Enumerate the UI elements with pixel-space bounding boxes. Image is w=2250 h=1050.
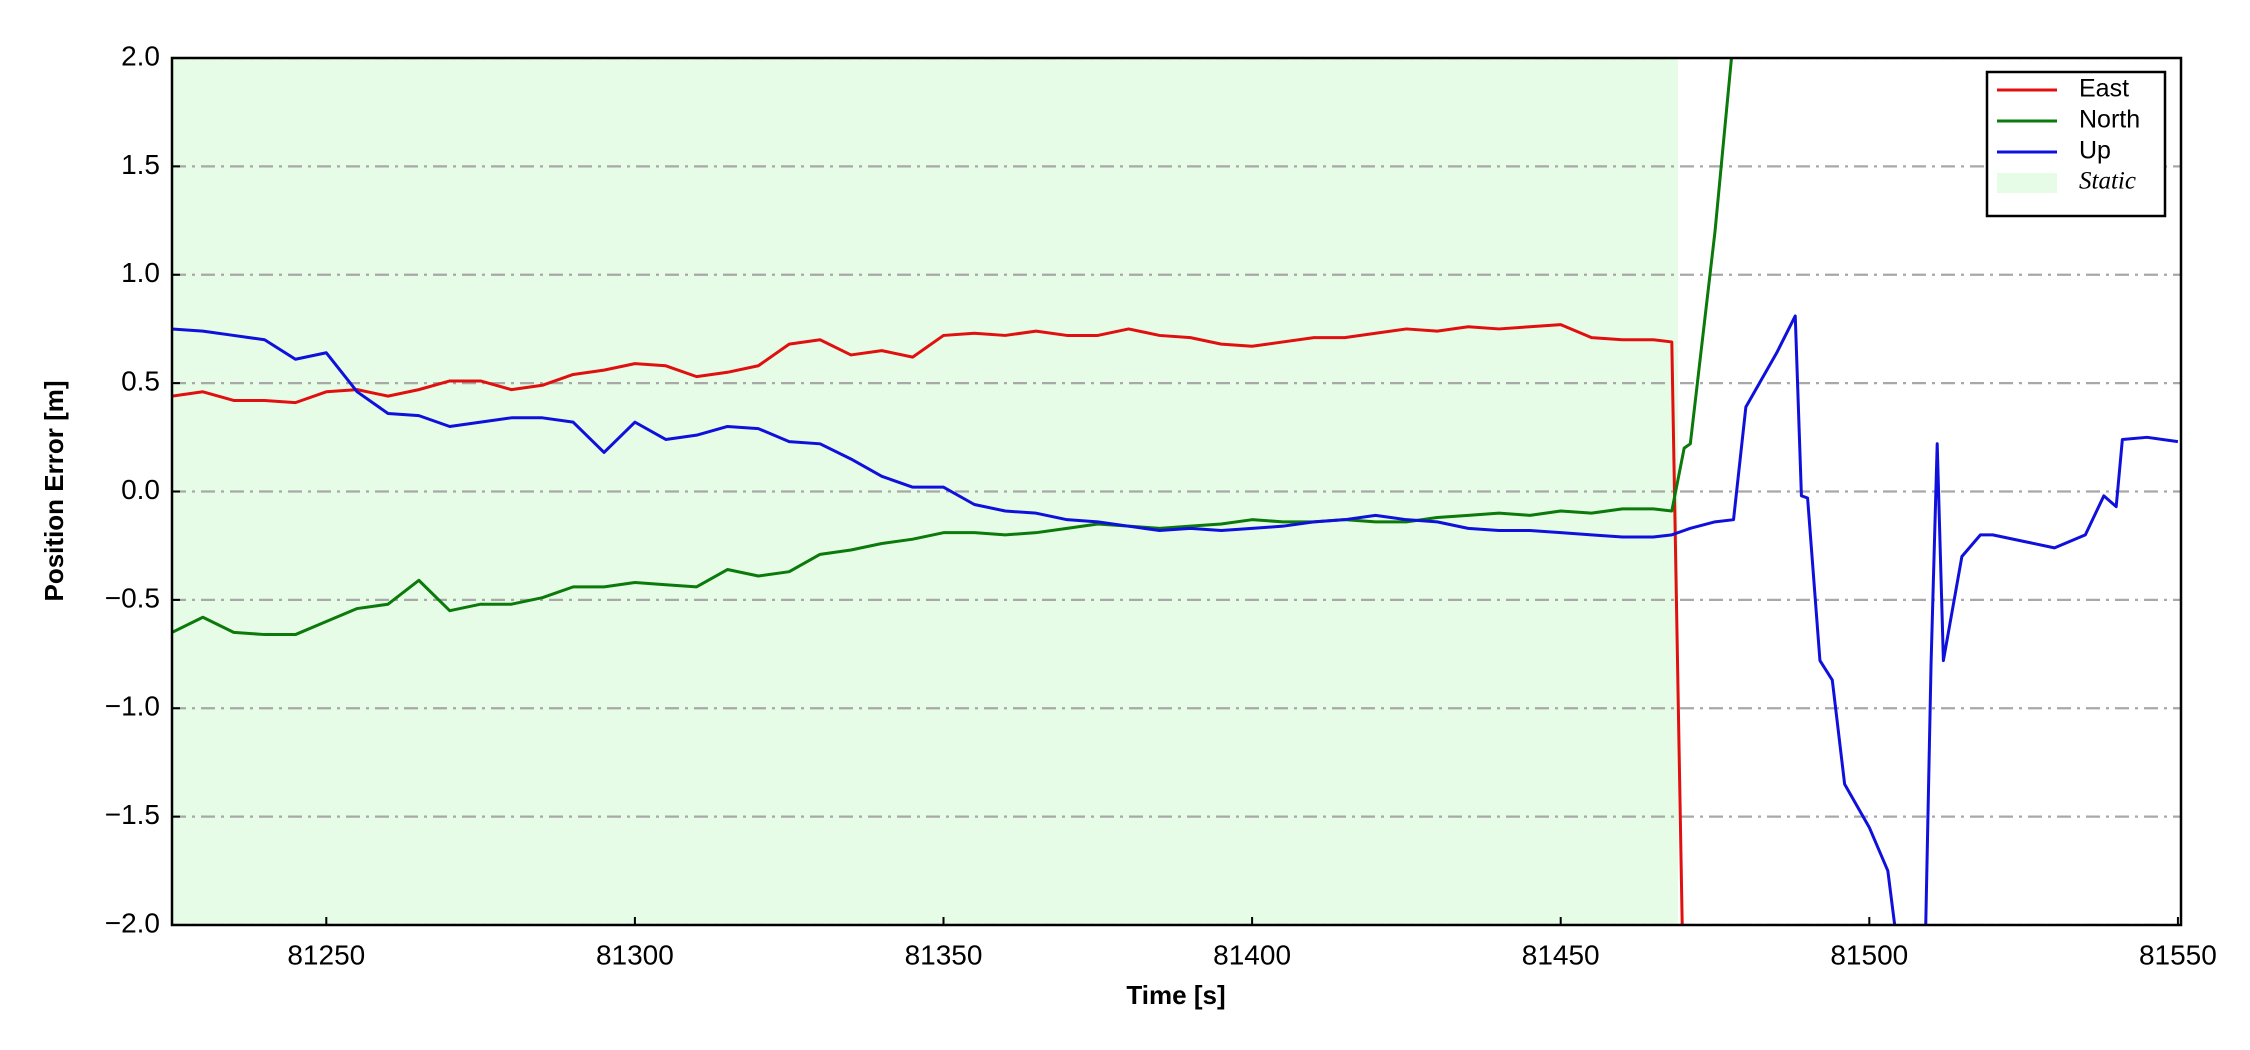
x-tick-label: 81300 [596, 939, 674, 970]
y-tick-label: −0.5 [105, 582, 160, 613]
x-axis-label: Time [s] [1126, 980, 1225, 1010]
legend-swatch [1997, 173, 2057, 193]
legend-label: East [2079, 75, 2129, 103]
x-tick-label: 81350 [905, 939, 983, 970]
y-tick-label: −1.0 [105, 691, 160, 722]
x-tick-label: 81500 [1830, 939, 1908, 970]
y-tick-label: −2.0 [105, 907, 160, 938]
y-tick-label: 1.5 [121, 149, 160, 180]
legend-label: North [2079, 106, 2140, 134]
y-tick-label: −1.5 [105, 799, 160, 830]
x-tick-label: 81550 [2139, 939, 2217, 970]
x-tick-label: 81450 [1522, 939, 1600, 970]
y-tick-label: 1.0 [121, 257, 160, 288]
y-axis-label: Position Error [m] [39, 380, 69, 601]
series-line [172, 314, 2179, 925]
y-tick-label: 0.0 [121, 474, 160, 505]
plot-area [172, 58, 2181, 925]
series-line [172, 58, 1733, 637]
y-tick-label: 0.5 [121, 366, 160, 397]
x-tick-label: 81400 [1213, 939, 1291, 970]
legend-label: Static [2079, 168, 2136, 195]
legend-label: Up [2079, 137, 2111, 165]
legend-frame [1985, 70, 2167, 218]
x-tick-label: 81250 [287, 939, 365, 970]
plot-frame [170, 56, 2183, 927]
series-line [172, 323, 1684, 925]
y-tick-label: 2.0 [121, 40, 160, 71]
